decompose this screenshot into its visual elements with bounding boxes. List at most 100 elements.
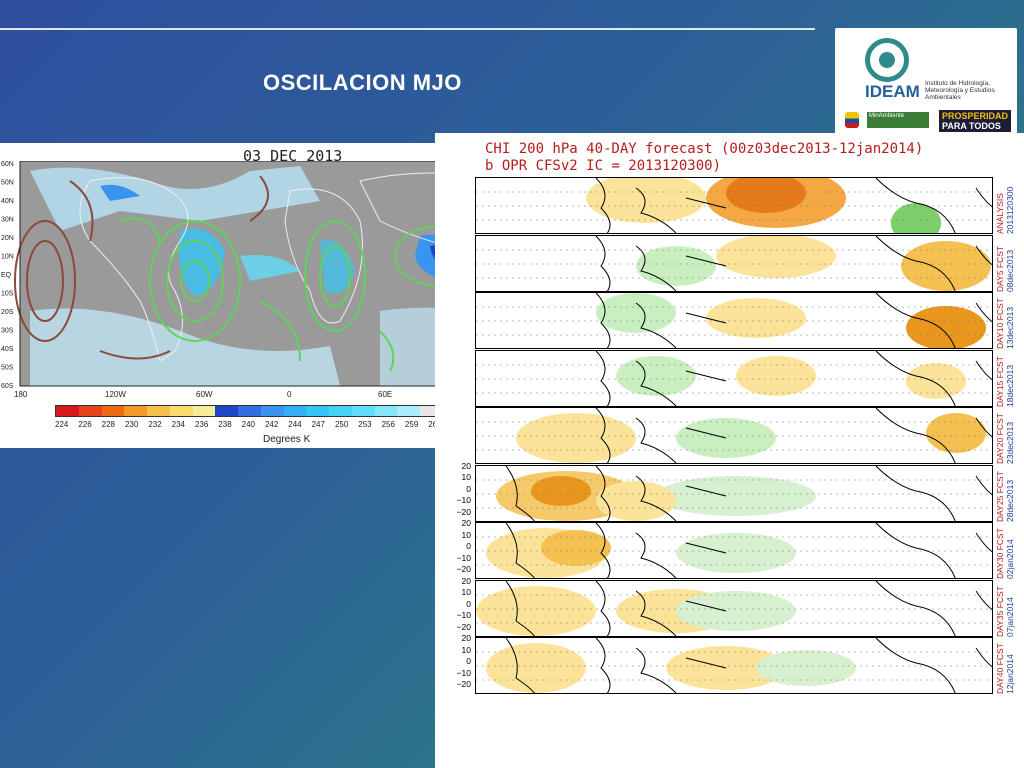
lon-tick-label: 0	[287, 390, 292, 399]
lat-tick-label: −20	[456, 621, 471, 632]
panel-label: DAY40 FCST 12jan2014	[995, 637, 1021, 694]
colorbar-label: 234	[171, 420, 185, 429]
slide-title: OSCILACION MJO	[263, 70, 462, 95]
colorbar-label: 230	[124, 420, 139, 429]
lat-tick-label: −20	[456, 679, 471, 689]
panel-label-type: DAY35 FCST	[995, 585, 1005, 637]
panel-label: DAY25 FCST 28dec2013	[995, 465, 1021, 522]
lat-tick-label: −10	[456, 552, 471, 563]
anomaly-shading	[726, 178, 806, 213]
colorbar-label: 247	[311, 420, 325, 429]
anomaly-shading	[586, 178, 706, 223]
colorbar-swatch	[397, 406, 421, 416]
anomaly-shading	[531, 475, 591, 506]
coastline	[875, 408, 992, 463]
lat-tick-label: 60S	[1, 383, 14, 390]
colorbar-swatch	[420, 406, 444, 416]
colorbar-label: 232	[148, 420, 162, 429]
anomaly-shading	[636, 245, 716, 286]
panel-label-type: DAY40 FCST	[995, 643, 1005, 694]
colorbar-label: 238	[218, 420, 232, 429]
coastline	[595, 235, 727, 291]
anomaly-shading	[901, 240, 991, 291]
coastline	[875, 523, 992, 578]
forecast-subtitle: b OPR CFSv2 IC = 2013120300)	[485, 158, 722, 174]
colorbar-label: 259	[404, 420, 419, 429]
motto-line1: PROSPERIDAD	[941, 111, 1008, 121]
logo-institute: Instituto de Hidrología, Meteorología y …	[925, 80, 995, 101]
colorbar-swatch	[260, 406, 284, 416]
panel-label-date: 02jan2014	[1005, 539, 1015, 579]
forecast-row: 20 10 0 −10 −20 DAY35 FCST 07jan2014	[435, 576, 1024, 637]
colorbar-label: 262	[428, 420, 441, 429]
panel-label-type: DAY25 FCST	[995, 470, 1005, 522]
lat-tick-label: −20	[456, 506, 471, 517]
olr-map: 60N 50N 40N 30N 20N 10N EQ 10S 20S 30S 40S 50S 60S 1…	[1, 161, 568, 399]
lat-tick-label: −10	[456, 667, 471, 678]
anomaly-shading	[906, 306, 986, 348]
lat-tick-label: 20	[461, 460, 471, 471]
panel-label-type: DAY30 FCST	[995, 528, 1005, 579]
lat-tick-label: 0	[466, 656, 471, 666]
colorbar-swatch	[56, 406, 79, 416]
lon-tick-label: 60E	[378, 390, 392, 399]
lat-tick-label: 10	[461, 644, 471, 655]
forecast-plot	[475, 177, 993, 234]
colorbar-label: 236	[194, 420, 209, 429]
forecast-plot	[475, 522, 993, 579]
panel-label-date: 23dec2013	[1005, 421, 1015, 464]
colorbar-label: 240	[241, 420, 255, 429]
anomaly-shading	[676, 533, 796, 573]
forecast-row: DAY10 FCST 13dec2013	[435, 292, 1024, 349]
forecast-row: 20 10 0 −10 −20 DAY30 FCST 02jan2014	[435, 518, 1024, 579]
coastline	[875, 638, 992, 693]
panel-label: DAY15 FCST 18dec2013	[995, 350, 1021, 407]
lat-tick-label: 20	[461, 518, 471, 528]
anomaly-shading	[516, 413, 636, 463]
forecast-row: 20 10 0 −10 −20 DAY40 FCST 12jan2014	[435, 633, 1024, 694]
lat-tick-label: 20	[461, 575, 471, 586]
anomaly-shading	[891, 203, 941, 233]
colorbar-swatch	[147, 406, 170, 416]
colorbar-label: 250	[334, 420, 349, 429]
colorbar-label: 226	[78, 420, 92, 429]
anomaly-shading	[736, 355, 816, 396]
lat-tick-label: 10	[461, 587, 471, 597]
anomaly-shading	[596, 480, 676, 521]
panel-label: DAY5 FCST 08dec2013	[995, 235, 1021, 292]
ideam-emblem-icon	[865, 38, 909, 82]
colorbar-label: 224	[55, 420, 69, 429]
lon-tick-label: 120W	[105, 390, 126, 399]
coastline	[595, 465, 727, 521]
lat-tick-label: 0	[466, 541, 471, 551]
colorbar-swatch	[283, 406, 307, 416]
lat-tick-label: −10	[456, 495, 471, 505]
forecast-plot	[475, 292, 993, 349]
lat-tick-label: −20	[456, 564, 471, 574]
colorbar-label: 242	[264, 420, 279, 429]
panel-label-type: DAY5 FCST	[995, 245, 1005, 292]
panel-label-date: 12jan2014	[1005, 654, 1015, 694]
lon-tick-label: 180	[14, 390, 28, 399]
anomaly-shading	[756, 650, 856, 686]
colorbar-swatch	[101, 406, 125, 416]
panel-label: DAY35 FCST 07jan2014	[995, 580, 1021, 637]
coastline	[875, 235, 992, 291]
forecast-plot	[475, 349, 993, 407]
panel-label-type: DAY10 FCST	[995, 298, 1005, 349]
prosperidad-badge: PROSPERIDAD PARA TODOS	[938, 110, 1011, 132]
colorbar-swatch	[169, 406, 193, 416]
panel-label-date: 08dec2013	[1005, 249, 1015, 292]
lat-tick-label: 10	[461, 529, 471, 540]
coastline	[505, 580, 536, 636]
forecast-row: 20 10 0 −10 −20 DAY25 FCST 28dec2013	[435, 461, 1024, 522]
forecast-plot	[475, 637, 993, 694]
coastline	[505, 523, 536, 578]
colorbar-swatch	[215, 406, 239, 416]
forecast-row: DAY20 FCST 23dec2013	[435, 407, 1024, 464]
lat-tick-label: 10	[461, 472, 471, 482]
lat-tick-label: 0	[466, 483, 471, 494]
coastline	[595, 408, 727, 463]
coastline	[875, 293, 992, 348]
forecast-plot	[475, 407, 993, 464]
